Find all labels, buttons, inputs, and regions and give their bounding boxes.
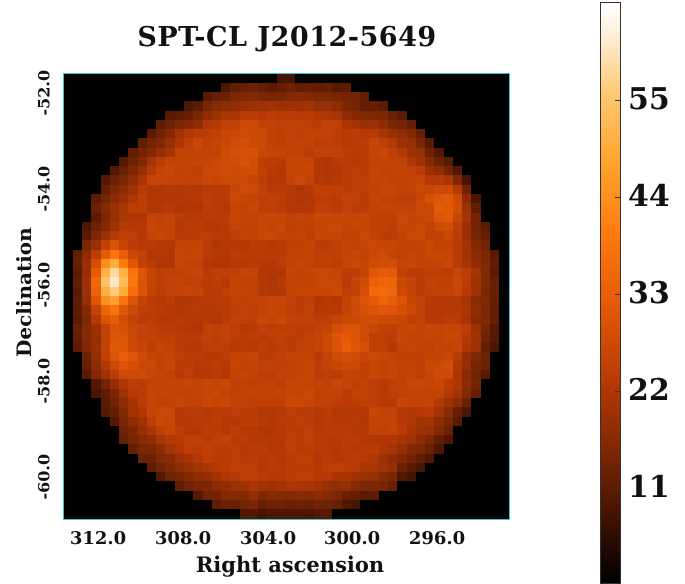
- colorbar: [600, 2, 621, 584]
- x-tick-label: 308.0: [154, 528, 212, 549]
- y-tick-label: -56.0: [34, 261, 54, 308]
- heatmap-image: [64, 74, 509, 519]
- sky-map: [63, 73, 510, 520]
- colorbar-tick-label: 11: [628, 470, 670, 505]
- x-tick-label: 304.0: [239, 528, 297, 549]
- y-tick-label: -58.0: [34, 357, 54, 404]
- y-tick-label: -60.0: [34, 453, 54, 500]
- colorbar-tick-label: 44: [628, 179, 670, 214]
- x-axis-label: Right ascension: [195, 552, 385, 577]
- x-tick-label: 312.0: [69, 528, 127, 549]
- colorbar-tick-label: 55: [628, 82, 670, 117]
- colorbar-tick-label: 22: [628, 373, 670, 408]
- x-tick-label: 300.0: [323, 528, 381, 549]
- y-tick-label: -54.0: [34, 165, 54, 212]
- y-axis-label: Declination: [12, 227, 36, 357]
- x-tick-label: 296.0: [408, 528, 466, 549]
- y-tick-label: -52.0: [34, 69, 54, 116]
- colorbar-tick-label: 33: [628, 276, 670, 311]
- chart-title: SPT-CL J2012-5649: [137, 22, 437, 53]
